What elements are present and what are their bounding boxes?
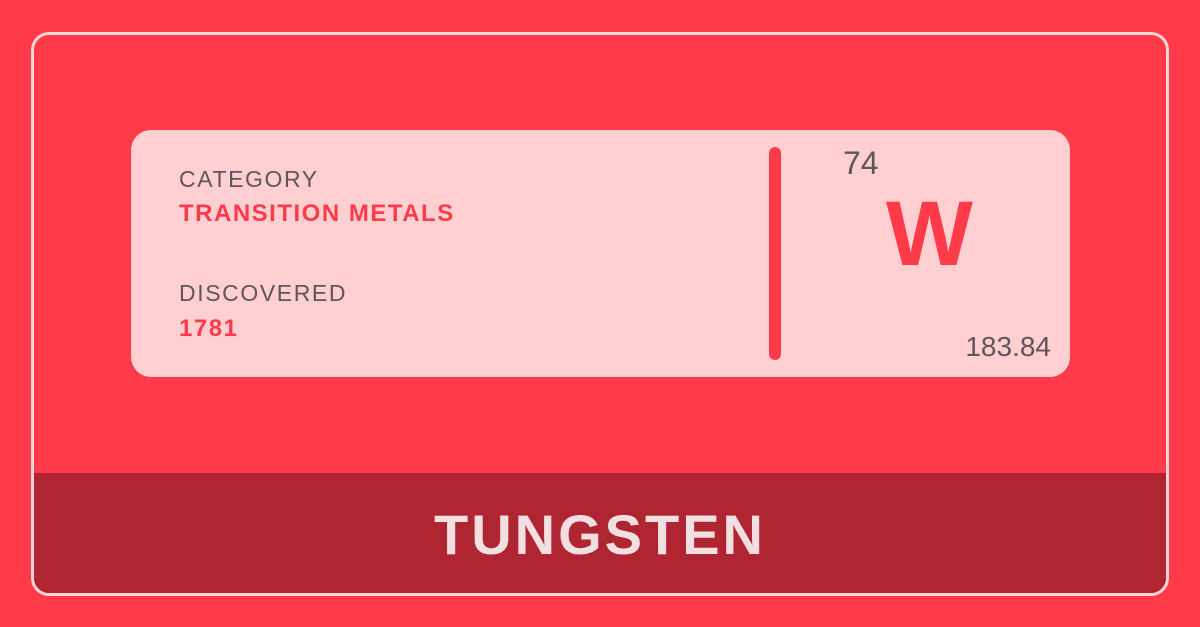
element-name-band: TUNGSTEN: [34, 473, 1166, 593]
element-symbol: W: [886, 183, 973, 285]
element-frame: TUNGSTEN: [31, 32, 1169, 596]
discovered-value: 1781: [179, 315, 239, 342]
category-value: TRANSITION METALS: [179, 200, 455, 227]
atomic-mass: 183.84: [965, 331, 1051, 362]
category-label: CATEGORY: [179, 166, 319, 192]
discovered-label: DISCOVERED: [179, 280, 348, 306]
element-info-card: CATEGORY TRANSITION METALS DISCOVERED 17…: [131, 130, 1070, 377]
element-name: TUNGSTEN: [434, 503, 766, 566]
card-divider: [769, 147, 781, 360]
atomic-number: 74: [843, 145, 879, 181]
